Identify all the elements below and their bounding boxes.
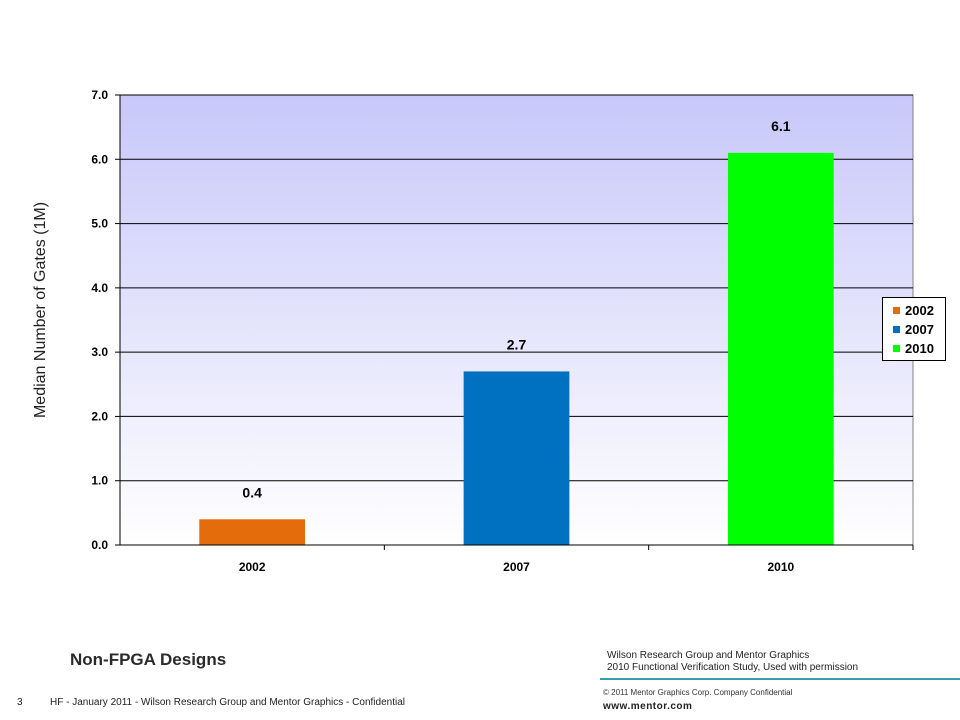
data-label-2010: 6.1 [771,118,791,134]
legend-label-2010: 2010 [905,341,934,356]
bar-2007 [463,371,570,545]
data-label-2007: 2.7 [507,336,527,352]
y-axis-label: Median Number of Gates (1M) [32,202,49,418]
legend-item-2007: 2007 [893,320,945,339]
source-citation: Wilson Research Group and Mentor Graphic… [607,650,858,674]
x-tick-label-2010: 2010 [767,560,794,574]
legend-item-2010: 2010 [893,339,945,358]
y-tick-label: 7.0 [91,88,108,102]
y-tick-label: 2.0 [91,409,108,423]
y-tick-label: 0.0 [91,538,108,552]
y-tick-label: 4.0 [91,281,108,295]
source-line-2: 2010 Functional Verification Study, Used… [607,662,859,673]
y-tick-label: 5.0 [91,217,108,231]
bar-2002 [199,519,306,545]
y-tick-label: 6.0 [91,152,108,166]
data-label-2002: 0.4 [242,484,262,500]
legend-swatch-2002 [893,307,900,314]
legend-label-2002: 2002 [905,303,934,318]
y-tick-label: 3.0 [91,345,108,359]
bar-2010 [727,152,834,545]
legend-item-2002: 2002 [893,301,945,320]
x-tick-label-2002: 2002 [239,560,266,574]
slide-title: Non-FPGA Designs [70,650,227,669]
page-number: 3 [17,697,23,708]
legend-label-2007: 2007 [905,322,934,337]
bar-chart: 0.0 1.0 2.0 3.0 4.0 5.0 6.0 7.0 0.4 2002 2.7 2007 6.… [32,88,914,574]
legend-swatch-2010 [893,345,900,352]
legend: 2002 2007 2010 [882,297,946,361]
x-tick-label-2007: 2007 [503,560,530,574]
footer-note: HF - January 2011 - Wilson Research Grou… [50,697,405,708]
legend-swatch-2007 [893,326,900,333]
y-tick-label: 1.0 [91,474,108,488]
footer-divider [600,678,960,680]
source-line-1: Wilson Research Group and Mentor Graphic… [607,650,810,661]
website-text: www.mentor.com [603,701,693,712]
copyright-text: © 2011 Mentor Graphics Corp. Company Con… [603,688,793,697]
